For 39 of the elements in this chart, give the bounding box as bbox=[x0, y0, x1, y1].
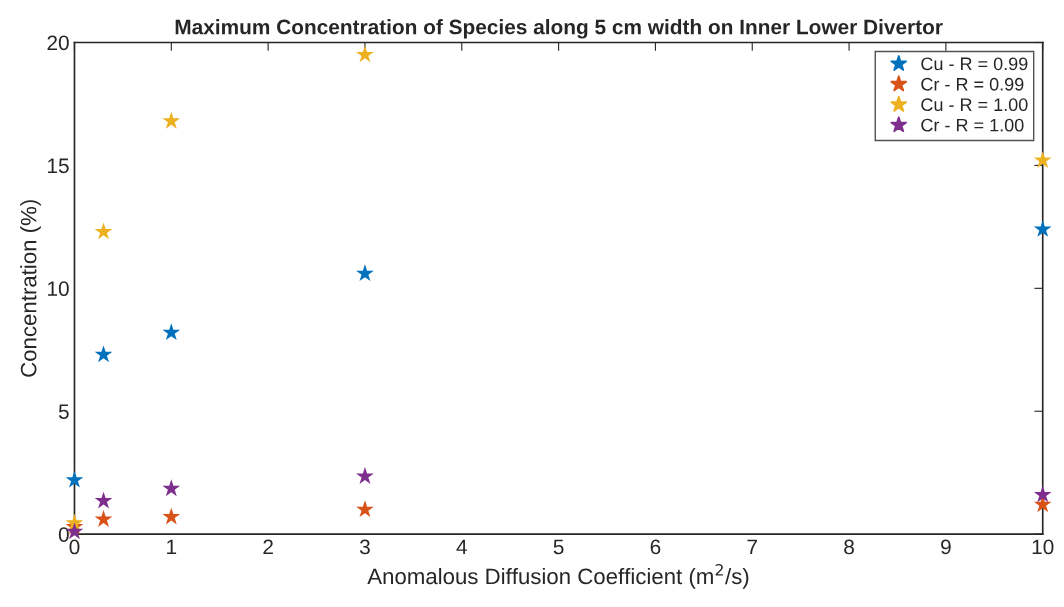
point bbox=[65, 470, 84, 488]
chart-title: Maximum Concentration of Species along 5 cm width on Inner Lower Divertor bbox=[175, 19, 943, 39]
x-tick-label: 1 bbox=[167, 539, 177, 555]
point bbox=[162, 479, 181, 497]
legend-label: Cu - R = 0.99 bbox=[921, 57, 1028, 71]
x-tick-label: 5 bbox=[553, 539, 564, 555]
point bbox=[1033, 485, 1052, 503]
legend-label: Cr - R = 1.00 bbox=[921, 118, 1024, 132]
x-tick-label: 8 bbox=[844, 539, 854, 555]
x-tick-label: 0 bbox=[69, 539, 80, 555]
y-axis-title: Concentration (%) bbox=[20, 200, 41, 377]
y-tick-label: 5 bbox=[58, 404, 69, 419]
point bbox=[94, 222, 113, 240]
point bbox=[1033, 151, 1052, 169]
point bbox=[162, 111, 181, 129]
point bbox=[162, 323, 181, 341]
legend-label: Cr - R = 0.99 bbox=[921, 77, 1024, 91]
x-tick-label: 7 bbox=[747, 539, 757, 555]
x-axis-title: Anomalous Diffusion Coefficient (m$^{2}$/s) bbox=[367, 564, 749, 589]
point bbox=[356, 264, 374, 282]
x-tick-label: 9 bbox=[941, 539, 951, 555]
point bbox=[94, 510, 113, 527]
point bbox=[356, 500, 374, 518]
y-tick-label: 20 bbox=[47, 35, 69, 51]
x-tick-label: 6 bbox=[650, 539, 661, 555]
point bbox=[94, 491, 113, 509]
x-tick-label: 10 bbox=[1032, 539, 1054, 555]
x-tick-label: 4 bbox=[456, 539, 467, 555]
point bbox=[162, 507, 181, 525]
legend-label: Cu - R = 1.00 bbox=[921, 98, 1028, 112]
y-tick-label: 15 bbox=[48, 158, 69, 174]
point bbox=[94, 345, 113, 363]
point bbox=[356, 467, 374, 484]
x-tick-label: 2 bbox=[263, 539, 273, 555]
y-tick-label: 0 bbox=[58, 527, 69, 542]
point bbox=[1033, 220, 1052, 237]
x-tick-label: 3 bbox=[359, 539, 370, 555]
point bbox=[356, 45, 374, 63]
y-tick-label: 10 bbox=[48, 281, 69, 297]
